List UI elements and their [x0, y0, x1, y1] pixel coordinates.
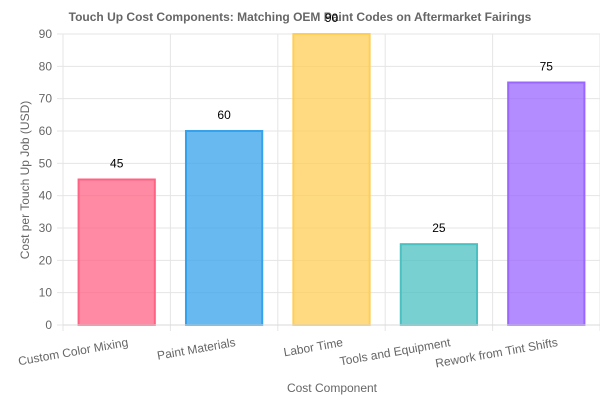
y-tick-label: 30 [39, 221, 53, 235]
bar [507, 81, 586, 326]
x-tick-label: Labor Time [282, 335, 344, 359]
data-label: 90 [325, 11, 339, 25]
y-tick-label: 40 [39, 189, 53, 203]
y-tick-label: 80 [39, 59, 53, 73]
data-label: 45 [110, 157, 124, 171]
y-tick-label: 10 [39, 286, 53, 300]
y-tick-label: 0 [45, 318, 52, 332]
x-tick-label: Rework from Tint Shifts [434, 335, 559, 370]
y-tick-label: 50 [39, 156, 53, 170]
x-tick-label: Custom Color Mixing [17, 335, 129, 368]
chart-title: Touch Up Cost Components: Matching OEM P… [69, 10, 532, 24]
y-tick-label: 20 [39, 253, 53, 267]
y-tick-label: 60 [39, 124, 53, 138]
x-tick-label: Paint Materials [156, 335, 237, 363]
bar [77, 178, 156, 326]
bar [184, 130, 264, 326]
bar [292, 33, 371, 326]
y-tick-label: 70 [39, 92, 53, 106]
bar [399, 243, 479, 327]
bar-layer [77, 33, 586, 327]
data-label: 25 [432, 221, 446, 235]
data-label: 75 [540, 60, 554, 74]
y-tick-label: 90 [39, 27, 53, 41]
value-label-layer: 45 60 90 25 75 [110, 11, 553, 235]
y-axis-title: Cost per Touch Up Job (USD) [18, 101, 32, 260]
data-label: 60 [217, 108, 231, 122]
x-axis-title: Cost Component [287, 381, 378, 395]
